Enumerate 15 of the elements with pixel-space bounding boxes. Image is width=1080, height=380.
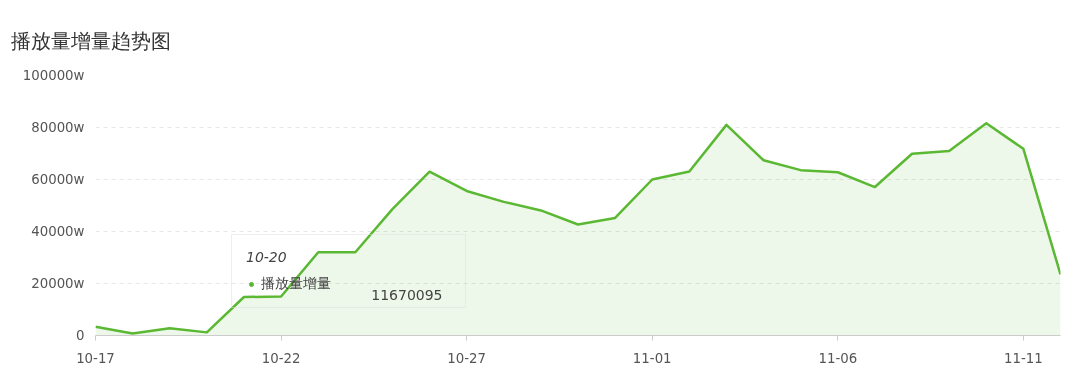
- y-tick-label: 20000w: [31, 276, 85, 291]
- x-tick-label: 11-11: [1004, 350, 1043, 366]
- x-tick-label: 10-17: [76, 350, 115, 366]
- annotation: 11670095: [371, 287, 443, 304]
- y-tick-label: 100000w: [22, 68, 85, 83]
- chart-title: 播放量增量趋势图: [10, 29, 171, 53]
- x-tick-label: 11-06: [818, 350, 858, 366]
- y-tick-label: 40000w: [31, 224, 85, 239]
- legend-title: 10-20: [246, 249, 288, 265]
- x-tick-label: 10-22: [261, 350, 301, 366]
- y-tick-label: 0: [76, 328, 85, 343]
- x-tick-label: 11-01: [632, 350, 672, 366]
- y-tick-label: 80000w: [31, 120, 85, 135]
- x-tick-label: 10-27: [447, 350, 487, 366]
- y-tick-label: 60000w: [31, 172, 85, 187]
